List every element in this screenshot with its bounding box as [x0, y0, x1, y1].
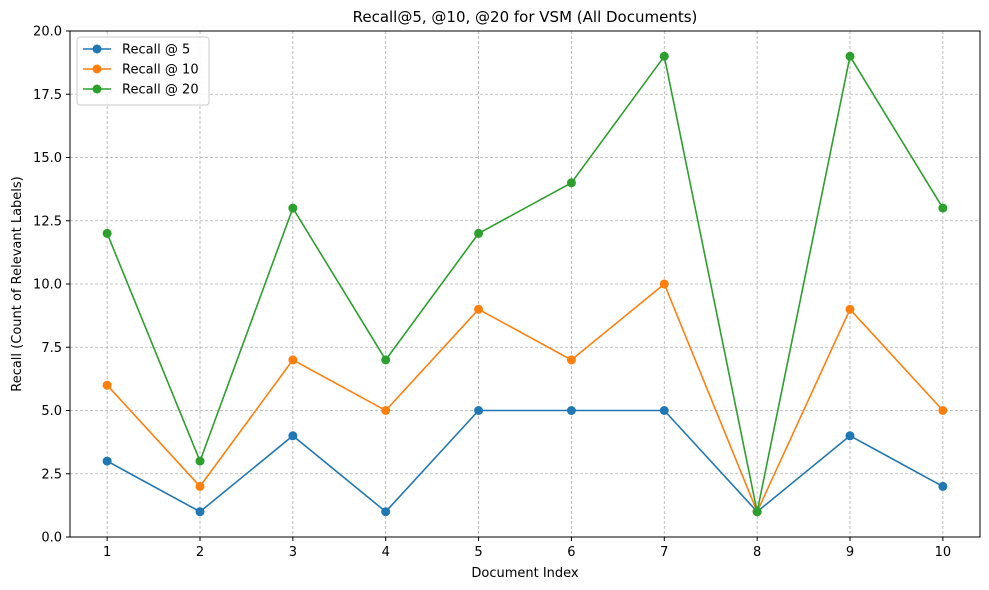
x-tick-label: 3	[289, 545, 297, 560]
data-point	[659, 51, 669, 61]
y-axis-ticks: 0.0 2.5 5.0 7.5 10.0 12.5 15.0 17.5 20.0	[33, 25, 70, 546]
data-point	[102, 228, 112, 238]
x-axis-ticks: 1 2 3 4 5 6 7 8 9 10	[103, 537, 951, 560]
series-line	[106, 409, 944, 513]
data-point	[102, 456, 112, 466]
data-point	[845, 431, 855, 441]
legend-swatch-marker	[92, 64, 102, 74]
y-tick-label: 2.5	[41, 467, 62, 482]
data-point	[474, 406, 484, 415]
x-tick-label: 4	[382, 545, 390, 560]
y-tick-label: 17.5	[33, 88, 62, 103]
legend-swatch-marker	[92, 44, 102, 54]
y-tick-label: 7.5	[41, 341, 62, 356]
data-point	[938, 203, 948, 213]
legend-box	[76, 36, 210, 106]
series-layer	[102, 51, 948, 517]
series-3	[102, 51, 948, 517]
data-point	[288, 355, 298, 365]
data-point	[474, 304, 484, 314]
data-point	[381, 406, 391, 415]
legend-label: Recall @ 10	[122, 63, 199, 78]
legend-label: Recall @ 20	[122, 83, 199, 98]
legend-label: Recall @ 5	[122, 43, 190, 58]
grid	[70, 30, 980, 538]
y-tick-label: 20.0	[33, 25, 62, 40]
data-point	[195, 481, 205, 491]
data-point	[566, 406, 576, 415]
series-line	[106, 283, 944, 513]
x-tick-label: 6	[567, 545, 575, 560]
data-point	[845, 304, 855, 314]
y-tick-label: 12.5	[33, 214, 62, 229]
data-point	[102, 380, 112, 390]
y-tick-label: 10.0	[33, 278, 62, 293]
data-point	[752, 507, 762, 517]
series-line	[106, 55, 944, 513]
data-point	[288, 431, 298, 441]
series-2	[102, 279, 948, 517]
data-point	[566, 178, 576, 188]
legend: Recall @ 5 Recall @ 10 Recall @ 20	[76, 36, 210, 106]
data-point	[474, 228, 484, 238]
data-point	[288, 203, 298, 213]
x-axis-label: Document Index	[471, 566, 579, 581]
y-tick-label: 15.0	[33, 151, 62, 166]
x-tick-label: 1	[103, 545, 111, 560]
series-1	[102, 406, 948, 517]
x-tick-label: 9	[846, 545, 854, 560]
data-point	[195, 507, 205, 517]
chart-title: Recall@5, @10, @20 for VSM (All Document…	[353, 8, 698, 26]
data-point	[566, 355, 576, 365]
data-point	[659, 279, 669, 289]
data-point	[938, 481, 948, 491]
legend-item: Recall @ 20	[83, 83, 199, 98]
legend-swatch-marker	[92, 84, 102, 94]
data-point	[381, 355, 391, 365]
data-point	[381, 507, 391, 517]
data-point	[845, 51, 855, 61]
legend-item: Recall @ 10	[83, 63, 199, 78]
legend-item: Recall @ 5	[83, 43, 190, 58]
data-point	[659, 406, 669, 415]
x-tick-label: 5	[474, 545, 482, 560]
x-tick-label: 7	[660, 545, 668, 560]
x-tick-label: 8	[753, 545, 761, 560]
y-axis-label: Recall (Count of Relevant Labels)	[10, 176, 25, 392]
y-tick-label: 5.0	[41, 404, 62, 419]
data-point	[938, 406, 948, 415]
y-tick-label: 0.0	[41, 531, 62, 546]
data-point	[195, 456, 205, 466]
x-tick-label: 10	[935, 545, 952, 560]
x-tick-label: 2	[196, 545, 204, 560]
